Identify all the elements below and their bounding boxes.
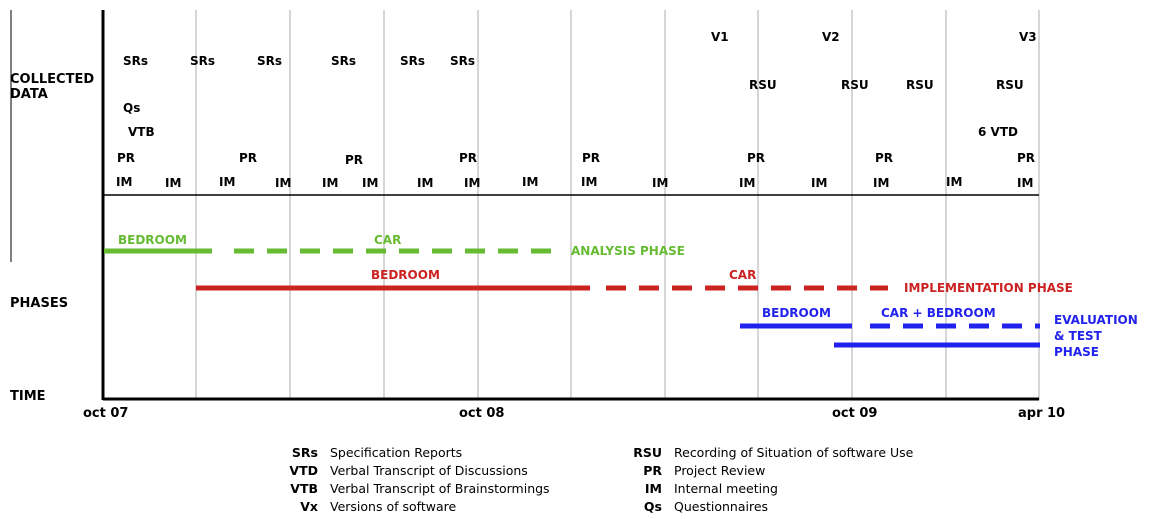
data-item-im: IM [362, 176, 379, 190]
evaluation-bedroom-label: BEDROOM [762, 306, 831, 320]
data-item-pr: PR [1017, 151, 1036, 165]
data-item-srs: SRs [123, 54, 149, 68]
data-item-im: IM [322, 176, 339, 190]
data-item-pr: PR [239, 151, 258, 165]
legend-entry: RSU Recording of Situation of software Us… [633, 445, 914, 460]
data-item-im: IM [116, 175, 133, 189]
data-item-srs: SRs [190, 54, 216, 68]
data-item-pr: PR [582, 151, 601, 165]
data-item-srs: SRs [450, 54, 476, 68]
analysis-phase-label: ANALYSIS PHASE [571, 244, 685, 258]
data-item-v3: V3 [1019, 30, 1037, 44]
collected-data-label: COLLECTED DATA [10, 72, 95, 102]
analysis-bedroom-label: BEDROOM [118, 233, 187, 247]
implementation-phase-label: IMPLEMENTATION PHASE [904, 281, 1073, 295]
data-item-rsu: RSU [749, 78, 777, 92]
time-tick-label: oct 09 [832, 406, 878, 421]
data-item-rsu: RSU [906, 78, 934, 92]
data-item-pr: PR [117, 151, 136, 165]
data-item-im: IM [811, 176, 828, 190]
analysis-car-label: CAR [374, 233, 402, 247]
legend-entry: SRs Specification Reports [291, 445, 463, 460]
data-item-qs: Qs [123, 101, 141, 115]
gridlines [195, 10, 1040, 400]
legend-left-column: SRs Specification Reports VTD Verbal Trans… [268, 444, 550, 516]
legend-entry: VTB Verbal Transcript of Brainstormings [290, 481, 550, 496]
evaluation-phase-label: EVALUATION & TEST PHASE [1054, 313, 1138, 359]
legend-right-column: RSU Recording of Situation of software Us… [612, 444, 913, 516]
data-item-im: IM [275, 176, 292, 190]
data-item-im: IM [652, 176, 669, 190]
evaluation-car-bedroom-label: CAR + BEDROOM [881, 306, 996, 320]
data-item-im: IM [946, 175, 963, 189]
data-item-v1: V1 [711, 30, 729, 44]
legend-entry: IM Internal meeting [644, 481, 778, 496]
data-item-srs: SRs [331, 54, 357, 68]
data-item-vtd: 6 VTD [978, 125, 1018, 139]
data-item-pr: PR [345, 153, 364, 167]
data-item-im: IM [219, 175, 236, 189]
data-item-im: IM [165, 176, 182, 190]
data-item-pr: PR [459, 151, 478, 165]
data-item-im: IM [739, 176, 756, 190]
data-item-im: IM [417, 176, 434, 190]
data-item-vtb: VTB [128, 125, 155, 139]
legend-entry: PR Project Review [643, 463, 766, 478]
data-item-im: IM [873, 176, 890, 190]
implementation-car-label: CAR [729, 268, 757, 282]
data-item-v2: V2 [822, 30, 840, 44]
data-item-im: IM [522, 175, 539, 189]
time-tick-label: oct 08 [459, 406, 505, 421]
legend-entry: VTD Verbal Transcript of Discussions [289, 463, 528, 478]
legend-entry: Vx Versions of software [300, 499, 457, 514]
data-item-srs: SRs [400, 54, 426, 68]
phases-label: PHASES [10, 296, 69, 311]
data-item-rsu: RSU [996, 78, 1024, 92]
data-item-pr: PR [875, 151, 894, 165]
data-item-srs: SRs [257, 54, 283, 68]
data-item-im: IM [581, 175, 598, 189]
legend-entry: Qs Questionnaires [643, 499, 769, 514]
time-tick-label: oct 07 [83, 406, 129, 421]
data-item-rsu: RSU [841, 78, 869, 92]
time-tick-label: apr 10 [1018, 406, 1066, 421]
data-item-im: IM [464, 176, 481, 190]
implementation-bedroom-label: BEDROOM [371, 268, 440, 282]
time-label: TIME [10, 389, 46, 404]
data-item-pr: PR [747, 151, 766, 165]
data-item-im: IM [1017, 176, 1034, 190]
legend: SRs Specification Reports VTD Verbal Trans… [268, 444, 968, 519]
